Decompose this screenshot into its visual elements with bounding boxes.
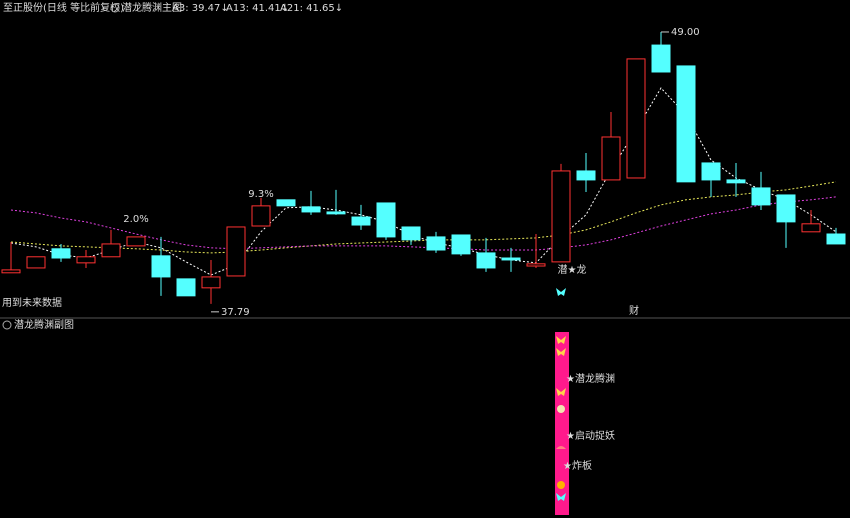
candle-body	[426, 236, 446, 251]
candle-body	[201, 276, 221, 289]
indicator-icon	[110, 3, 120, 13]
candle-body	[801, 223, 821, 233]
legend-entry: A21: 41.65↓	[280, 3, 343, 14]
candle-body	[626, 58, 646, 179]
sub-chart-title: 潜龙腾渊副图	[14, 318, 74, 331]
annotation: 2.0%	[123, 214, 148, 225]
annotation: 用到未来数据	[2, 296, 62, 309]
candle-body	[601, 136, 621, 181]
signal-label: ★潜龙腾渊	[566, 372, 615, 385]
ma-line	[10, 87, 837, 276]
candle-body	[651, 44, 671, 73]
candle-body	[326, 211, 346, 215]
candle-body	[176, 278, 196, 297]
butterfly-icon	[556, 336, 566, 344]
legend-entry: A13: 41.41↓	[226, 3, 289, 14]
ma-line	[10, 196, 837, 251]
legend-entry: A3: 39.47↓	[172, 3, 229, 14]
butterfly-icon	[556, 348, 566, 356]
candle-body	[26, 256, 46, 269]
candle-body	[826, 233, 846, 245]
butterfly-icon	[556, 493, 566, 501]
candle-body	[51, 248, 71, 259]
signal-label: ★炸板	[563, 459, 592, 472]
candle-body	[351, 216, 371, 226]
candle-body	[126, 236, 146, 247]
indicator-name: 潜龙腾渊主图	[122, 1, 182, 14]
signal-bar	[555, 332, 569, 515]
signal-label: ★启动捉妖	[566, 429, 615, 442]
candle-body	[476, 252, 496, 269]
candle-body	[776, 194, 796, 223]
stock-name: 至正股份(日线 等比前复权)	[3, 1, 124, 14]
candle-body	[101, 243, 121, 258]
ma-line	[10, 181, 837, 254]
candle-body	[276, 199, 296, 207]
candle-body	[251, 205, 271, 227]
candle-body	[526, 263, 546, 267]
candle-body	[676, 65, 696, 183]
annotation: 财	[629, 304, 639, 317]
annotation: 9.3%	[248, 189, 273, 200]
money-bag-icon	[557, 405, 565, 413]
umbrella-icon	[556, 446, 566, 449]
butterfly-icon	[556, 288, 566, 296]
signal-icons	[556, 288, 566, 501]
candle-body	[301, 206, 321, 213]
butterfly-icon	[556, 388, 566, 396]
candle-body	[451, 234, 471, 255]
fruit-icon	[557, 481, 565, 489]
candle-body	[151, 255, 171, 278]
candle-body	[501, 257, 521, 261]
extreme-label: 37.79	[221, 307, 250, 318]
candle-body	[1, 269, 21, 274]
candle-body	[751, 187, 771, 206]
extreme-label: 49.00	[671, 27, 700, 38]
annotation: 潜★龙	[558, 263, 587, 276]
candle-body	[726, 179, 746, 184]
candle-body	[401, 226, 421, 241]
candle-body	[701, 162, 721, 181]
candle-body	[376, 202, 396, 238]
candle-body	[76, 256, 96, 264]
sub-indicator-icon	[2, 320, 12, 330]
candle-body	[576, 170, 596, 181]
candle-body	[226, 226, 246, 277]
candle-body	[551, 170, 571, 263]
